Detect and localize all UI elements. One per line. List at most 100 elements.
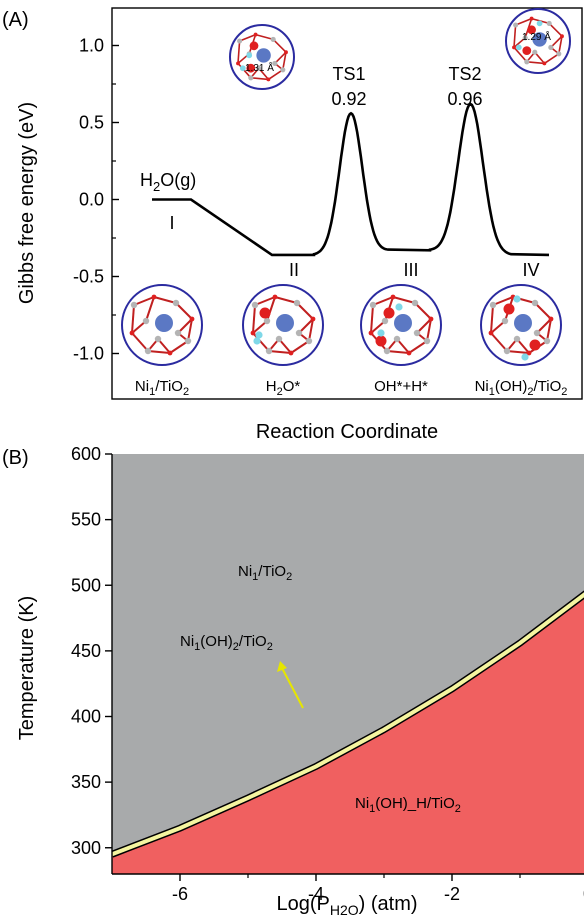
panel-a-ytick-label: -1.0	[73, 344, 104, 364]
caption-h2o-adsorbed: H2O*	[266, 378, 301, 398]
ni-atom	[256, 48, 271, 63]
lattice-o-atom	[253, 32, 258, 37]
lattice-bond	[426, 318, 432, 342]
ti-atom	[393, 335, 401, 343]
panel-b-xtick-label: 0	[583, 884, 584, 904]
region-label-ni1-tio2: Ni1/TiO2	[238, 563, 292, 583]
panel-b-ytick-label: 600	[71, 444, 101, 464]
lattice-bond	[274, 296, 298, 304]
state-iii-label: III	[403, 260, 418, 280]
lattice-bond	[153, 296, 177, 304]
ni-atom	[155, 314, 173, 332]
ni-atom	[514, 314, 532, 332]
panel-b-ytick-label: 350	[71, 772, 101, 792]
ti-atom	[154, 335, 162, 343]
lattice-bond	[490, 304, 494, 334]
ti-atom	[533, 329, 541, 337]
region-pointer-arrowhead	[277, 661, 287, 672]
lattice-bond	[386, 350, 410, 354]
ti-atom	[265, 347, 273, 355]
lattice-o-atom	[529, 16, 534, 21]
region-label-ni1-oh-h-tio2: Ni1(OH)_H/TiO2	[355, 795, 461, 815]
ti-atom	[503, 347, 511, 355]
region-pointer-arrow	[281, 667, 304, 709]
h-atom	[536, 20, 543, 27]
h-atom	[521, 353, 529, 361]
panel-a-xlabel: Reaction Coordinate	[256, 421, 438, 443]
ti-atom	[237, 38, 243, 44]
lattice-o-atom	[512, 45, 516, 50]
lattice-bond	[370, 304, 374, 334]
lattice-bond	[408, 340, 428, 354]
lattice-o-atom	[428, 316, 434, 322]
h-atom	[515, 44, 522, 51]
ti-atom	[423, 337, 431, 345]
structure-ni1-oh2-tio2	[480, 284, 562, 366]
ti-atom	[305, 337, 313, 345]
ts1-barrier: 0.92	[331, 89, 366, 109]
lattice-bond	[133, 296, 155, 306]
ti-atom	[513, 335, 521, 343]
lattice-bond	[414, 302, 432, 320]
lattice-bond	[296, 302, 314, 320]
ti-atom	[548, 44, 554, 50]
h-atom	[255, 331, 263, 339]
lattice-bond	[239, 33, 256, 42]
panel-b-y-axis: 600 550 500 450 400 350 300	[71, 444, 112, 858]
lattice-o-atom	[284, 50, 288, 55]
h-atom	[377, 329, 385, 337]
ni-atom	[276, 314, 294, 332]
ti-atom	[489, 301, 497, 309]
lattice-o-atom	[560, 34, 564, 39]
energy-profile-line	[152, 102, 550, 257]
panel-b-ytick-label: 500	[71, 575, 101, 595]
ti-atom	[522, 35, 528, 41]
ts2-label: TS2	[448, 64, 481, 84]
lattice-o-atom	[272, 294, 278, 300]
panel-b-xlabel: Log(PH2O) (atm)	[276, 893, 417, 918]
ti-atom	[381, 317, 389, 325]
panel-b-xtick-label: -2	[444, 884, 460, 904]
adsorbed-o-atom	[249, 41, 259, 51]
state-iv-label: IV	[522, 260, 539, 280]
adsorbed-o-atom	[527, 25, 536, 35]
lattice-o-atom	[167, 350, 173, 356]
ni-atom	[394, 314, 412, 332]
adsorbed-o-atom	[375, 335, 387, 347]
panel-b-ytick-label: 300	[71, 838, 101, 858]
lattice-o-atom	[129, 330, 135, 336]
ts2-bond-length: 1.29 Å	[522, 30, 551, 43]
ti-atom	[144, 347, 152, 355]
lattice-bond	[416, 318, 432, 334]
lattice-bond	[513, 24, 517, 48]
lattice-o-atom	[151, 294, 157, 300]
ti-atom	[543, 337, 551, 345]
lattice-bond	[250, 77, 269, 81]
ti-atom	[411, 299, 419, 307]
ti-atom	[280, 67, 286, 73]
ti-atom	[524, 59, 530, 65]
panel-a-ytick-label: -0.5	[73, 267, 104, 287]
ti-atom	[501, 317, 509, 325]
lattice-bond	[490, 332, 508, 352]
ti-atom	[556, 51, 562, 57]
ts1-structure	[229, 24, 295, 90]
panel-b-ylabel: Temperature (K)	[16, 596, 38, 741]
lattice-bond	[237, 62, 252, 79]
ti-atom	[130, 301, 138, 309]
lattice-bond	[513, 46, 528, 63]
lattice-bond	[272, 38, 287, 53]
lattice-o-atom	[310, 316, 316, 322]
ti-atom	[532, 49, 538, 55]
panel-b-label: (B)	[2, 447, 29, 469]
h-atom	[246, 52, 253, 59]
lattice-bond	[526, 61, 545, 65]
state-i-top-label: H2O(g)	[140, 170, 196, 194]
lattice-o-atom	[288, 350, 294, 356]
caption-oh-h: OH*+H*	[374, 378, 428, 395]
lattice-o-atom	[542, 61, 547, 66]
ti-atom	[142, 317, 150, 325]
adsorbed-o-atom	[259, 307, 271, 319]
lattice-bond	[506, 350, 530, 354]
h-atom	[239, 65, 246, 72]
